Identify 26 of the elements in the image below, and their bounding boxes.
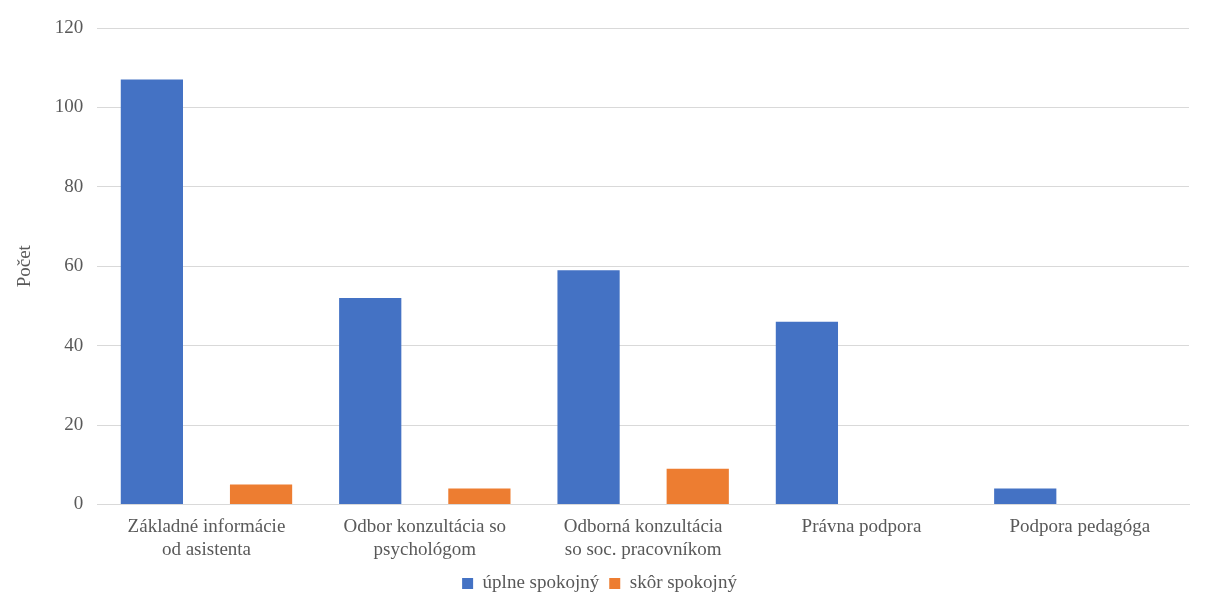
category-label: Odborná konzultácia bbox=[563, 514, 723, 536]
bar bbox=[994, 488, 1057, 504]
bar bbox=[339, 297, 402, 504]
y-tick-label: 20 bbox=[64, 412, 84, 434]
legend-label: skôr spokojný bbox=[629, 571, 738, 593]
bar bbox=[229, 484, 293, 504]
x-tick-label: Právna podpora bbox=[801, 514, 922, 536]
bar bbox=[120, 79, 183, 504]
bar bbox=[775, 321, 839, 504]
bar bbox=[557, 270, 620, 504]
category-label: od asistenta bbox=[161, 537, 252, 559]
bar bbox=[448, 488, 511, 504]
y-axis-title: Počet bbox=[13, 244, 35, 288]
y-tick-label: 120 bbox=[54, 15, 84, 37]
category-label: Odbor konzultácia so bbox=[343, 514, 507, 536]
category-label: Základné informácie bbox=[127, 514, 286, 536]
y-tick-label: 100 bbox=[54, 95, 84, 117]
x-tick-label: Podpora pedagóga bbox=[1009, 514, 1151, 536]
y-tick-label: 40 bbox=[64, 333, 84, 355]
bar bbox=[666, 468, 729, 504]
legend-label: úplne spokojný bbox=[482, 571, 600, 593]
y-tick-label: 60 bbox=[64, 254, 84, 276]
y-tick-label: 80 bbox=[64, 174, 84, 196]
category-label: psychológom bbox=[373, 537, 477, 559]
category-label: so soc. pracovníkom bbox=[564, 537, 722, 559]
y-tick-label: 0 bbox=[73, 492, 84, 514]
